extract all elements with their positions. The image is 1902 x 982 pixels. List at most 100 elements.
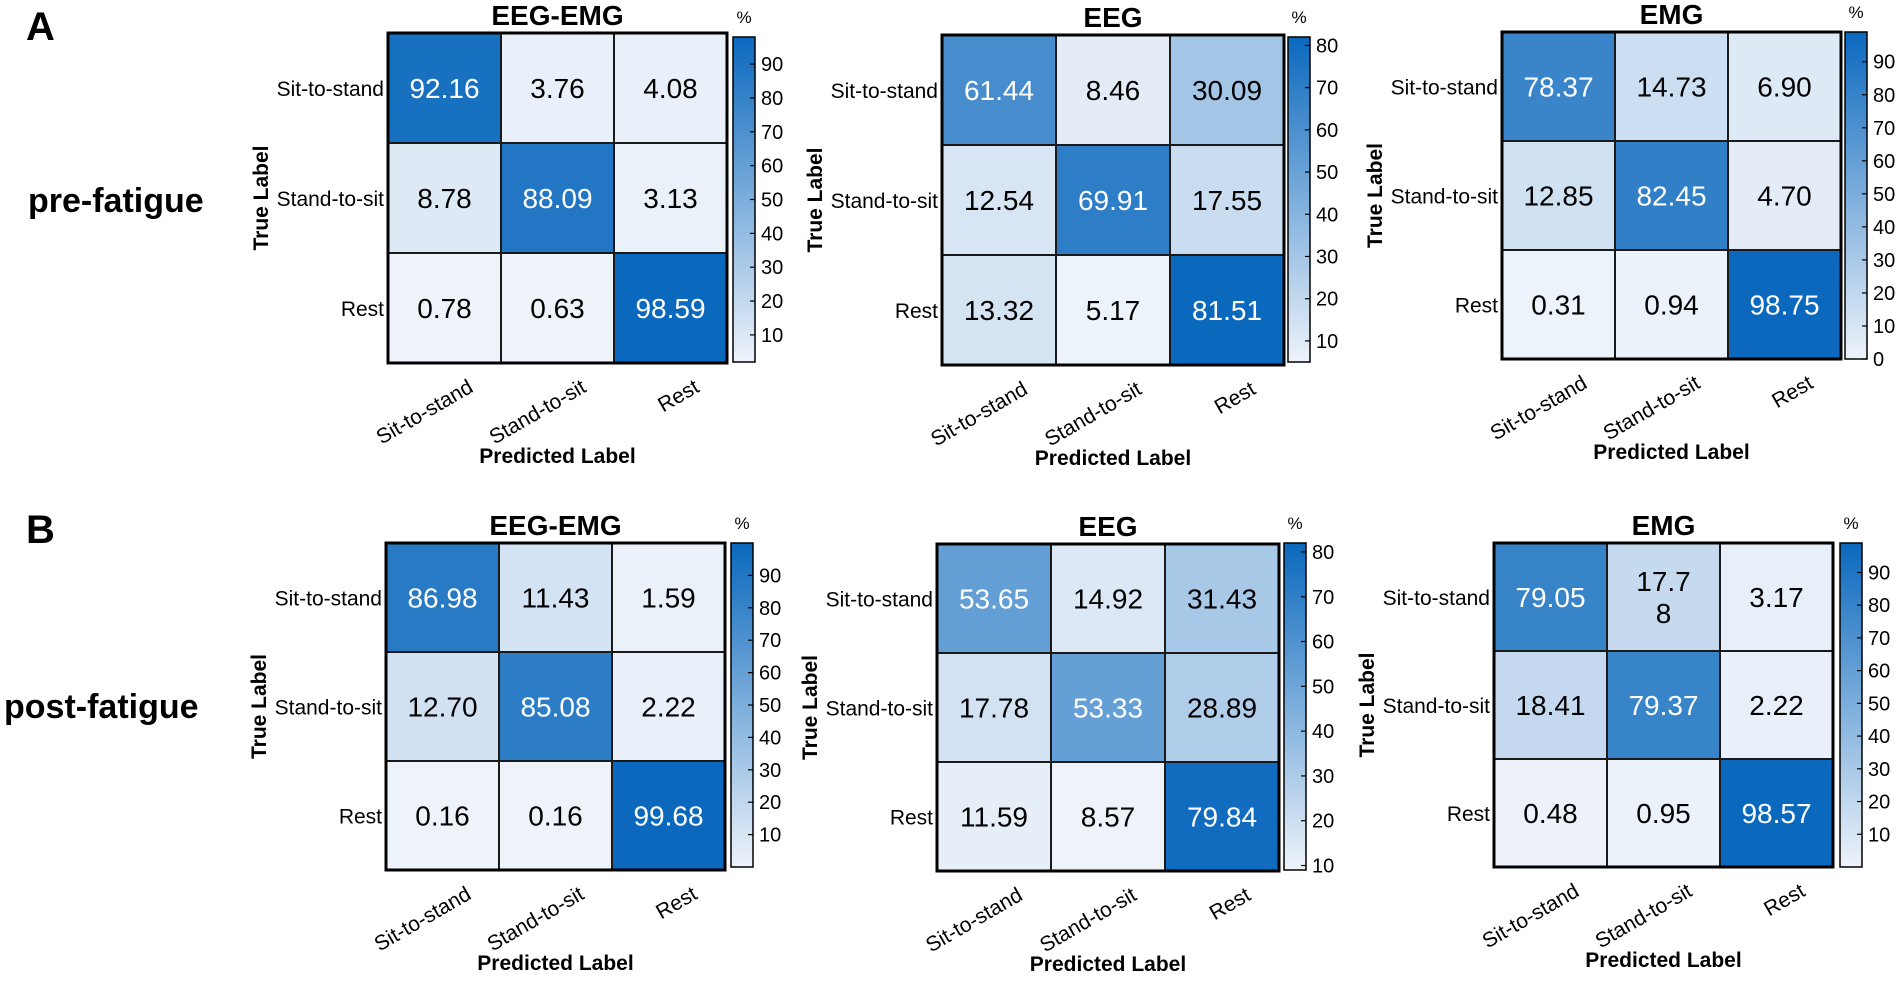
colorbar	[1283, 542, 1307, 871]
col-tick-label: Rest	[654, 375, 703, 417]
cell-value: 82.45	[1636, 181, 1706, 212]
cell-value: 6.90	[1757, 72, 1812, 103]
colorbar-tick-label: 70	[1312, 587, 1334, 609]
matrix-frame	[384, 541, 727, 872]
row-tick-label: Sit-to-stand	[1391, 77, 1498, 100]
colorbar-tick-label: 70	[1868, 628, 1890, 650]
cell-value: 79.37	[1628, 690, 1698, 721]
matrix-title: EEG-EMG	[491, 0, 623, 31]
matrix-title: EEG-EMG	[489, 510, 621, 541]
matrix-cell	[1614, 249, 1729, 360]
cell-value: 78.37	[1523, 72, 1593, 103]
matrix-cell	[1501, 249, 1616, 360]
colorbar-tick-label: 30	[1312, 766, 1334, 788]
cell-value: 28.89	[1187, 693, 1257, 724]
colorbar-tick-label: 20	[1316, 289, 1338, 311]
matrix-cell	[1055, 254, 1171, 366]
cell-value: 4.08	[643, 73, 698, 104]
cell-value: 98.59	[635, 293, 705, 324]
colorbar-tick-label: 80	[1312, 542, 1334, 564]
condition-label-pre-fatigue: pre-fatigue	[28, 182, 204, 220]
cell-value: 0.16	[528, 801, 583, 832]
row-tick-label: Rest	[890, 807, 933, 830]
cell-value: 61.44	[964, 75, 1034, 106]
cell-value: 98.57	[1741, 798, 1811, 829]
matrix-cell	[498, 542, 613, 653]
matrix-cell	[1727, 140, 1842, 251]
colorbar-tick-label: 20	[1312, 811, 1334, 833]
cell-value: 3.76	[530, 73, 585, 104]
y-axis-label: True Label	[1364, 143, 1387, 248]
x-axis-label: Predicted Label	[1030, 953, 1186, 976]
colorbar-tick-label: 70	[1316, 78, 1338, 100]
x-axis-label: Predicted Label	[1593, 441, 1749, 464]
cell-value: 81.51	[1192, 295, 1262, 326]
matrix-title: EEG	[1078, 511, 1137, 542]
cell-value: 12.70	[407, 692, 477, 723]
colorbar-tick-label: 10	[1312, 856, 1334, 878]
cell-value: 79.84	[1187, 802, 1257, 833]
panel-labels: A pre-fatigue B post-fatigue	[4, 5, 204, 726]
matrix-title: EMG	[1632, 510, 1696, 541]
matrix-cell	[1606, 542, 1721, 652]
panel-letter-b: B	[26, 508, 55, 552]
y-axis-label: True Label	[248, 654, 271, 759]
confusion-matrix-b-eeg-emg: EEG-EMG 86.98 11.43 1.59 12.70 85.08 2.22 0.16 0…	[248, 510, 781, 975]
matrix-cell	[498, 651, 613, 762]
colorbar	[1287, 36, 1311, 363]
colorbar-unit: %	[734, 514, 749, 533]
colorbar-tick-label: 60	[1868, 661, 1890, 683]
row-tick-label: Rest	[341, 298, 384, 321]
cell-value: 0.78	[417, 293, 472, 324]
colorbar-unit: %	[736, 8, 751, 27]
colorbar-unit: %	[1287, 514, 1302, 533]
matrix-cell	[1169, 144, 1285, 256]
x-axis-label: Predicted Label	[1585, 949, 1741, 972]
matrix-frame	[940, 33, 1286, 367]
col-tick-label: Sit-to-stand	[1478, 879, 1583, 953]
matrix-cell	[936, 543, 1052, 654]
colorbar-tick-label: 80	[761, 88, 783, 110]
colorbar-tick-label: 40	[1316, 204, 1338, 226]
colorbar-tick-label: 40	[1873, 217, 1895, 239]
colorbar-tick-label: 30	[1868, 759, 1890, 781]
colorbar-tick-label: 70	[759, 630, 781, 652]
cell-value: 13.32	[964, 295, 1034, 326]
row-tick-label: Rest	[895, 300, 938, 323]
cell-value: 3.17	[1749, 582, 1804, 613]
col-tick-label: Stand-to-sit	[1591, 879, 1696, 953]
colorbar-tick-label: 60	[1873, 151, 1895, 173]
matrix-cell	[1055, 144, 1171, 256]
cell-value: 30.09	[1192, 75, 1262, 106]
row-tick-label: Sit-to-stand	[831, 80, 938, 103]
condition-label-post-fatigue: post-fatigue	[4, 688, 199, 726]
colorbar-tick-label: 80	[1316, 35, 1338, 57]
y-axis-label: True Label	[1356, 652, 1379, 757]
cell-value: 86.98	[407, 583, 477, 614]
col-tick-label: Rest	[1760, 879, 1809, 921]
colorbar-tick-label: 40	[1312, 721, 1334, 743]
cell-value: 69.91	[1078, 185, 1148, 216]
row-tick-label: Sit-to-stand	[826, 589, 933, 612]
cell-value: 4.70	[1757, 181, 1812, 212]
confusion-matrix-b-eeg: EEG 53.65 14.92 31.43 17.78 53.33 28.89 11.59 8.…	[799, 511, 1334, 976]
cell-value: 98.75	[1749, 290, 1819, 321]
cell-value: 18.41	[1515, 690, 1585, 721]
row-tick-label: Sit-to-stand	[1383, 587, 1490, 610]
cell-value: 8.57	[1081, 802, 1136, 833]
cell-value: 12.54	[964, 185, 1034, 216]
row-tick-label: Stand-to-sit	[826, 698, 934, 721]
colorbar-tick-label: 20	[761, 291, 783, 313]
colorbar	[1839, 542, 1863, 868]
matrix-cell	[1606, 650, 1721, 760]
confusion-matrix-a-eeg-emg: EEG-EMG 92.16 3.76 4.08 8.78 88.09 3.13 0.78 0.6…	[250, 0, 783, 468]
matrix-cell	[1614, 140, 1729, 251]
colorbar-tick-label: 80	[1868, 595, 1890, 617]
colorbar-tick-label: 20	[1868, 792, 1890, 814]
colorbar-tick-label: 30	[759, 760, 781, 782]
matrix-cell	[1501, 140, 1616, 251]
cell-value: 11.43	[522, 583, 590, 614]
colorbar-tick-label: 20	[759, 792, 781, 814]
cell-value: 14.92	[1073, 584, 1143, 615]
colorbar-tick-label: 50	[759, 695, 781, 717]
